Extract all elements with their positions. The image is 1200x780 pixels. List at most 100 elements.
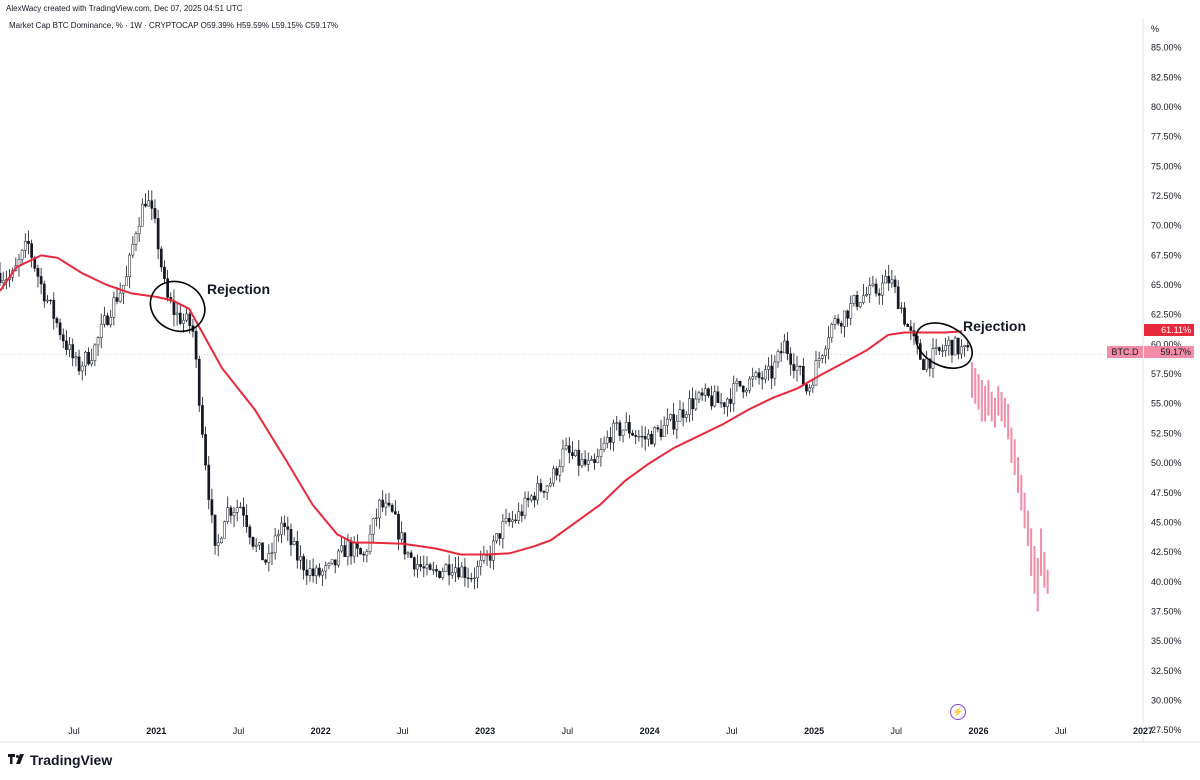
y-tick-label: 67.50% [1151,250,1182,260]
candle-body [599,449,603,457]
candle [232,506,236,528]
candle [178,305,182,326]
candle-body [87,351,90,365]
candle-body [748,378,751,391]
y-tick-label: 50.00% [1151,458,1182,468]
candle-body [669,414,672,420]
candle-body [390,504,394,512]
candle-body [881,282,884,296]
symbol-legend[interactable]: Market Cap BTC Dominance, % · 1W · CRYPT… [9,21,339,30]
y-tick-label: 27.50% [1151,725,1182,735]
candle-body [90,360,94,365]
candle [691,387,694,421]
candle [640,425,644,448]
candle [726,397,729,417]
candle [934,338,938,356]
annotation-rejection-2021[interactable]: Rejection [207,281,271,297]
candle-body [412,557,416,570]
candle [716,385,720,403]
candle [121,285,125,304]
y-tick-label: 47.50% [1151,488,1182,498]
candle [605,430,609,449]
candle [593,453,596,470]
candle-body [194,331,198,360]
candle [650,430,653,445]
candle-body [128,254,132,277]
candle [204,426,207,471]
candle [90,348,94,367]
candle-body [621,429,625,436]
candle [754,370,758,380]
x-tick-label: Jul [891,726,903,736]
candle-body [74,356,78,359]
candle [890,269,894,288]
candle-body [567,445,571,453]
candle-body [387,502,391,506]
candle-body [144,203,147,207]
candle-body [36,268,40,277]
candle [175,302,179,326]
x-tick-label: 2027 [1133,726,1153,736]
candle [84,350,87,376]
candle [20,248,24,266]
candle [953,335,957,356]
candle-body [115,297,119,302]
candle-body [384,502,388,508]
candle-body [760,377,764,380]
candle-body [836,318,840,324]
candle [700,387,704,401]
y-tick-label: 40.00% [1151,577,1182,587]
candle [337,548,340,568]
candle-body [283,522,286,527]
candle-body [906,323,910,327]
candle-body [678,409,682,422]
annotation-rejection-2025[interactable]: Rejection [963,318,1027,334]
x-tick-label: 2023 [475,726,495,736]
candle-body [571,452,574,456]
candle-body [340,545,343,552]
candle-body [77,356,81,372]
candle [609,426,612,451]
candle [308,560,312,582]
candle [406,551,410,558]
candle-body [280,522,283,535]
candle [393,500,397,515]
candle-body [343,545,347,557]
candle-body [254,544,258,547]
candle-body [286,526,290,530]
candle-body [349,540,353,557]
candle [327,561,331,570]
candle [896,280,900,309]
candle [416,554,419,578]
candle [558,459,562,483]
candle [371,518,375,543]
candle-body [552,468,555,484]
y-tick-label: 37.50% [1151,606,1182,616]
lightning-icon[interactable]: ⚡ [950,704,966,720]
candle [375,508,378,527]
candle-body [229,507,233,516]
candle [438,570,441,579]
candle [403,532,407,560]
candle-body [197,358,201,406]
axis-unit[interactable]: % [1151,24,1160,34]
candle-body [659,428,663,438]
ema-price-badge: 61.11% [1144,324,1194,336]
candle-body [871,283,875,286]
candle-body [454,567,457,573]
candle-body [159,248,163,268]
tradingview-logo[interactable]: TradingView [8,752,112,768]
candle-body [42,283,46,302]
candle-body [476,566,479,579]
candle-body [235,507,239,513]
candle-body [27,240,30,244]
candle [239,502,242,509]
candle-body [922,359,925,370]
candle-body [371,518,375,535]
candle-body [305,569,309,576]
candle-body [137,225,141,234]
candle [185,308,188,323]
candle-body [953,337,957,356]
candle [115,287,119,305]
